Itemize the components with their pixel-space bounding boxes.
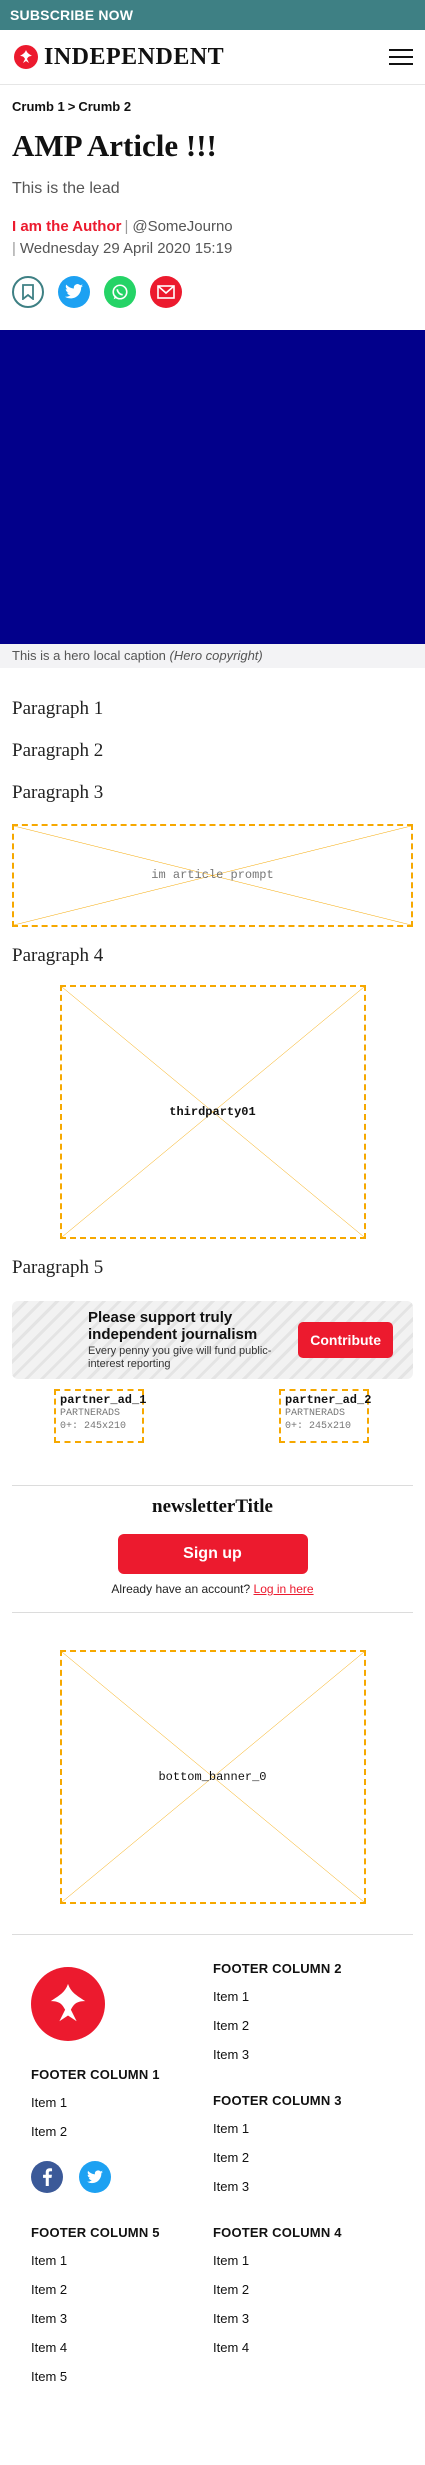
footer-heading: FOOTER COLUMN 4 xyxy=(213,2224,342,2240)
footer-link[interactable]: Item 2 xyxy=(213,2281,250,2297)
contribute-button[interactable]: Contribute xyxy=(298,1321,393,1358)
breadcrumb-item[interactable]: Crumb 2 xyxy=(78,99,132,114)
breadcrumb-separator: > xyxy=(67,99,76,114)
footer-column-1: FOOTER COLUMN 1 Item 1 Item 2 xyxy=(31,2067,160,2140)
footer-heading: FOOTER COLUMN 5 xyxy=(31,2224,160,2240)
bookmark-icon[interactable] xyxy=(12,275,44,308)
footer-heading: FOOTER COLUMN 3 xyxy=(213,2092,342,2108)
partner-ad-size: 0+: 245x210 xyxy=(60,1420,127,1432)
footer-heading: FOOTER COLUMN 2 xyxy=(213,1960,342,1976)
footer-link[interactable]: Item 2 xyxy=(213,2017,250,2033)
account-text: Already have an account? xyxy=(111,1581,251,1596)
article-header: Crumb 1 > Crumb 2 AMP Article !!! This is … xyxy=(0,85,425,308)
article-prompt-placeholder: im article prompt xyxy=(12,823,413,927)
partner-ads: partner_ad_1 PARTNERADS 0+: 245x210 part… xyxy=(0,1388,425,1443)
footer-link[interactable]: Item 1 xyxy=(213,2252,250,2268)
footer-link[interactable]: Item 2 xyxy=(31,2281,68,2297)
subscribe-bar[interactable]: SUBSCRIBE NOW xyxy=(0,0,425,30)
divider xyxy=(12,1933,413,1935)
footer-social xyxy=(31,2160,111,2193)
caption-text: This is a hero local caption xyxy=(12,647,166,663)
placeholder-label: bottom_banner_0 xyxy=(158,1769,267,1784)
footer-column-4: FOOTER COLUMN 4 Item 1 Item 2 Item 3 Ite… xyxy=(213,2225,342,2356)
partner-ad-name: partner_ad_1 xyxy=(60,1392,147,1407)
brand-logo[interactable]: INDEPENDENT xyxy=(14,44,224,71)
divider xyxy=(12,1484,413,1486)
partner-ad[interactable]: partner_ad_1 PARTNERADS 0+: 245x210 xyxy=(54,1388,147,1443)
hero-image xyxy=(0,329,425,644)
byline-divider: | xyxy=(124,217,129,235)
paragraph: Paragraph 3 xyxy=(12,781,104,803)
byline: I am the Author | @SomeJourno | Wednesday 2… xyxy=(12,216,413,260)
footer-heading: FOOTER COLUMN 1 xyxy=(31,2066,160,2082)
footer-link[interactable]: Item 4 xyxy=(213,2339,250,2355)
partner-ad-network: PARTNERADS xyxy=(285,1407,346,1419)
caption-copyright: (Hero copyright) xyxy=(169,647,263,663)
partner-ad[interactable]: partner_ad_2 PARTNERADS 0+: 245x210 xyxy=(279,1388,372,1443)
footer-column-3: FOOTER COLUMN 3 Item 1 Item 2 Item 3 xyxy=(213,2093,342,2195)
article-lead: This is the lead xyxy=(12,179,120,197)
bottom-banner-placeholder: bottom_banner_0 xyxy=(59,1649,366,1904)
support-subtitle: Every penny you give will fund public-in… xyxy=(88,1344,272,1370)
whatsapp-icon[interactable] xyxy=(104,275,136,308)
footer-column-5: FOOTER COLUMN 5 Item 1 Item 2 Item 3 Ite… xyxy=(31,2225,160,2385)
login-link[interactable]: Log in here xyxy=(253,1581,314,1596)
divider xyxy=(12,1611,413,1613)
breadcrumb: Crumb 1 > Crumb 2 xyxy=(12,99,413,114)
footer-link[interactable]: Item 4 xyxy=(31,2339,68,2355)
newsletter-title: newsletterTitle xyxy=(152,1495,273,1517)
footer-eagle-icon[interactable] xyxy=(31,1966,105,2041)
article-body: Paragraph 1 Paragraph 2 Paragraph 3 im a… xyxy=(0,698,425,1379)
footer-link[interactable]: Item 3 xyxy=(213,2178,250,2194)
footer-link[interactable]: Item 1 xyxy=(213,2120,250,2136)
partner-ad-size: 0+: 245x210 xyxy=(285,1420,352,1432)
breadcrumb-item[interactable]: Crumb 1 xyxy=(12,99,65,114)
footer-link[interactable]: Item 5 xyxy=(31,2368,68,2384)
paragraph: Paragraph 5 xyxy=(12,1256,104,1278)
placeholder-label: im article prompt xyxy=(151,868,274,883)
author-link[interactable]: I am the Author xyxy=(12,217,122,235)
article-title: AMP Article !!! xyxy=(12,128,217,163)
newsletter: newsletterTitle Sign up Already have an … xyxy=(0,1486,425,1612)
placeholder-label: thirdparty01 xyxy=(169,1104,256,1119)
eagle-icon xyxy=(14,45,38,69)
site-header: INDEPENDENT xyxy=(0,30,425,85)
paragraph: Paragraph 1 xyxy=(12,697,104,719)
partner-ad-name: partner_ad_2 xyxy=(285,1392,372,1407)
footer-link[interactable]: Item 1 xyxy=(213,1988,250,2004)
brand-name: INDEPENDENT xyxy=(44,43,225,70)
twitter-icon[interactable] xyxy=(79,2160,111,2193)
twitter-icon[interactable] xyxy=(58,275,90,308)
thirdparty-placeholder: thirdparty01 xyxy=(59,984,366,1239)
footer-link[interactable]: Item 2 xyxy=(213,2149,250,2165)
publish-date: Wednesday 29 April 2020 15:19 xyxy=(19,239,233,257)
support-banner: Please support truly independent journal… xyxy=(12,1300,413,1379)
site-footer: FOOTER COLUMN 1 Item 1 Item 2 FOOTER COL… xyxy=(0,1935,425,2384)
email-icon[interactable] xyxy=(150,275,182,308)
footer-link[interactable]: Item 3 xyxy=(31,2310,68,2326)
footer-link[interactable]: Item 3 xyxy=(213,2046,250,2062)
hero-caption: This is a hero local caption (Hero copyr… xyxy=(0,643,425,668)
share-row xyxy=(12,275,413,308)
footer-column-2: FOOTER COLUMN 2 Item 1 Item 2 Item 3 xyxy=(213,1961,342,2063)
author-handle[interactable]: @SomeJourno xyxy=(132,217,233,235)
support-title: Please support truly independent journal… xyxy=(88,1308,258,1343)
login-line: Already have an account? Log in here xyxy=(0,1582,425,1596)
byline-divider: | xyxy=(12,239,16,257)
signup-button[interactable]: Sign up xyxy=(117,1533,308,1574)
footer-link[interactable]: Item 1 xyxy=(31,2094,68,2110)
footer-link[interactable]: Item 2 xyxy=(31,2123,68,2139)
facebook-icon[interactable] xyxy=(31,2160,63,2193)
paragraph: Paragraph 2 xyxy=(12,739,104,761)
paragraph: Paragraph 4 xyxy=(12,944,104,966)
footer-link[interactable]: Item 1 xyxy=(31,2252,68,2268)
hamburger-menu-icon[interactable] xyxy=(389,47,413,67)
partner-ad-network: PARTNERADS xyxy=(60,1407,121,1419)
footer-link[interactable]: Item 3 xyxy=(213,2310,250,2326)
